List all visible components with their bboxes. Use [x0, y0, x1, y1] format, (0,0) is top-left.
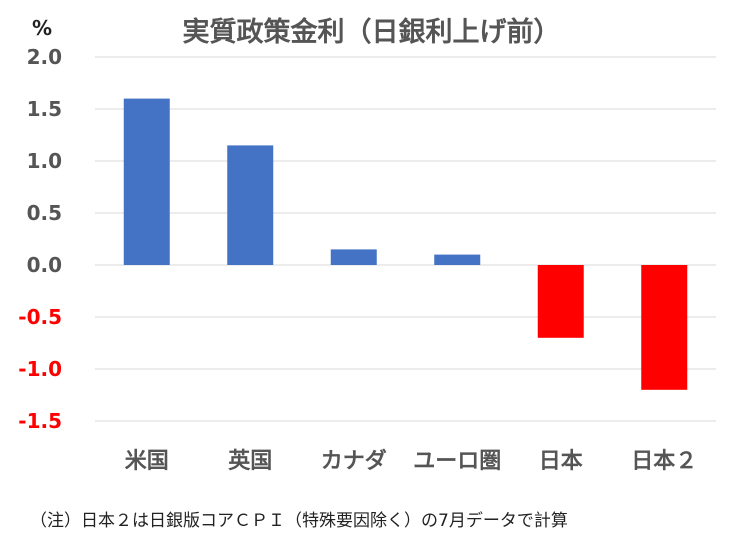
y-tick-label: -1.5 [18, 409, 62, 433]
y-tick-label: 0.0 [27, 253, 62, 277]
y-axis-unit-label: % [32, 16, 53, 40]
bar-6 [641, 265, 688, 390]
footnote: （注）日本２は日銀版コアＣＰＩ（特殊要因除く）の7月データで計算 [30, 511, 568, 531]
y-tick-labels: 2.0 1.5 1.0 0.5 0.0 -0.5 -1.0 -1.5 [18, 45, 62, 433]
y-tick-label: 1.5 [27, 97, 62, 121]
x-category-label: カナダ [321, 448, 387, 474]
x-category-label: ユーロ圏 [413, 449, 501, 474]
y-tick-label: 2.0 [27, 45, 62, 69]
y-tick-label: -1.0 [18, 357, 62, 381]
x-category-labels: 米国 英国 カナダ ユーロ圏 日本 日本２ [125, 448, 698, 474]
x-category-label: 日本 [539, 449, 583, 474]
bar-3 [330, 249, 377, 265]
gridlines [95, 56, 716, 422]
bar-4 [434, 254, 481, 265]
y-tick-label: 0.5 [27, 201, 62, 225]
y-tick-label: -0.5 [18, 305, 62, 329]
x-category-label: 日本２ [631, 449, 697, 474]
x-category-label: 英国 [228, 449, 272, 474]
y-tick-label: 1.0 [27, 149, 62, 173]
bar-1 [123, 98, 170, 265]
chart-title: 実質政策金利（日銀利上げ前） [182, 17, 561, 48]
bar-2 [227, 145, 274, 265]
bars [123, 98, 688, 390]
x-category-label: 米国 [125, 449, 169, 474]
bar-5 [537, 265, 584, 338]
